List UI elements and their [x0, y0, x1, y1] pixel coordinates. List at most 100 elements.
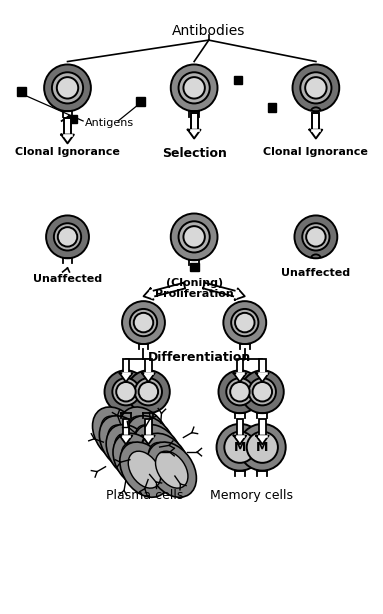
Text: Antigens: Antigens [85, 118, 134, 128]
Ellipse shape [115, 433, 147, 470]
Bar [237, 359, 243, 373]
Ellipse shape [302, 223, 329, 251]
Ellipse shape [106, 424, 155, 480]
Ellipse shape [99, 416, 149, 471]
Bar [145, 419, 152, 435]
Ellipse shape [112, 378, 139, 405]
Ellipse shape [127, 416, 176, 471]
Ellipse shape [120, 442, 169, 497]
Text: Differentiation: Differentiation [147, 351, 250, 364]
Polygon shape [256, 373, 268, 382]
Bar [259, 419, 266, 435]
Ellipse shape [54, 223, 81, 251]
Ellipse shape [121, 443, 154, 480]
Ellipse shape [113, 433, 162, 489]
Polygon shape [61, 134, 74, 143]
Ellipse shape [293, 64, 339, 111]
Ellipse shape [300, 72, 331, 103]
Ellipse shape [130, 309, 157, 336]
Ellipse shape [216, 424, 263, 471]
Ellipse shape [178, 72, 210, 103]
Ellipse shape [142, 433, 174, 470]
Bar [268, 103, 277, 112]
Ellipse shape [247, 432, 278, 463]
Bar [123, 359, 129, 373]
Text: Antibodies: Antibodies [172, 23, 246, 37]
Polygon shape [119, 435, 132, 445]
Ellipse shape [241, 370, 284, 413]
Bar [68, 115, 77, 123]
Ellipse shape [155, 451, 188, 488]
Ellipse shape [52, 72, 83, 103]
Text: Plasma cells: Plasma cells [106, 489, 183, 502]
Bar [237, 419, 243, 435]
Ellipse shape [57, 77, 78, 99]
Ellipse shape [105, 370, 147, 413]
Bar [234, 76, 242, 85]
Ellipse shape [306, 227, 326, 247]
Ellipse shape [230, 382, 250, 402]
Ellipse shape [147, 442, 196, 497]
Bar [191, 113, 198, 130]
Polygon shape [142, 373, 155, 382]
Bar [136, 97, 145, 106]
Polygon shape [142, 435, 155, 445]
Ellipse shape [149, 443, 181, 480]
Bar [123, 419, 129, 435]
Text: M: M [256, 441, 268, 454]
Ellipse shape [127, 370, 170, 413]
Polygon shape [234, 435, 246, 445]
Ellipse shape [116, 382, 136, 402]
Ellipse shape [101, 416, 133, 453]
Ellipse shape [44, 64, 91, 111]
Ellipse shape [46, 216, 89, 258]
Text: Clonal Ignorance: Clonal Ignorance [264, 147, 368, 157]
Ellipse shape [252, 382, 272, 402]
Bar [313, 113, 319, 130]
Ellipse shape [223, 301, 266, 344]
Text: Unaffected: Unaffected [33, 274, 102, 284]
Ellipse shape [135, 378, 162, 405]
Polygon shape [309, 130, 322, 139]
Ellipse shape [224, 432, 255, 463]
Polygon shape [235, 289, 245, 300]
Polygon shape [234, 373, 246, 382]
Text: Unaffected: Unaffected [282, 268, 350, 278]
Ellipse shape [128, 451, 160, 488]
Text: M: M [234, 441, 246, 454]
Ellipse shape [108, 425, 140, 462]
Ellipse shape [93, 407, 142, 462]
Ellipse shape [171, 214, 218, 260]
Polygon shape [119, 373, 132, 382]
Ellipse shape [235, 313, 255, 332]
Polygon shape [188, 130, 200, 139]
Polygon shape [203, 282, 237, 297]
Ellipse shape [140, 433, 190, 489]
Ellipse shape [183, 77, 205, 99]
Ellipse shape [249, 378, 276, 405]
Ellipse shape [58, 227, 77, 247]
Polygon shape [151, 282, 185, 297]
Text: Selection: Selection [162, 147, 227, 160]
Ellipse shape [122, 301, 165, 344]
Polygon shape [144, 289, 154, 300]
Polygon shape [256, 435, 268, 445]
Ellipse shape [178, 221, 210, 252]
Ellipse shape [120, 407, 169, 462]
Ellipse shape [139, 382, 158, 402]
Ellipse shape [218, 370, 261, 413]
Ellipse shape [128, 416, 160, 453]
Bar [259, 359, 266, 373]
Text: Clonal Ignorance: Clonal Ignorance [15, 147, 120, 157]
Ellipse shape [305, 77, 327, 99]
Ellipse shape [226, 378, 254, 405]
Bar [64, 118, 71, 134]
Bar [17, 87, 26, 96]
Ellipse shape [135, 425, 167, 462]
Bar [145, 359, 152, 373]
Text: Memory cells: Memory cells [210, 489, 293, 502]
Ellipse shape [171, 64, 218, 111]
Bar [190, 263, 198, 271]
Ellipse shape [183, 226, 205, 247]
Text: (Cloning)
Proliferation: (Cloning) Proliferation [155, 278, 234, 300]
